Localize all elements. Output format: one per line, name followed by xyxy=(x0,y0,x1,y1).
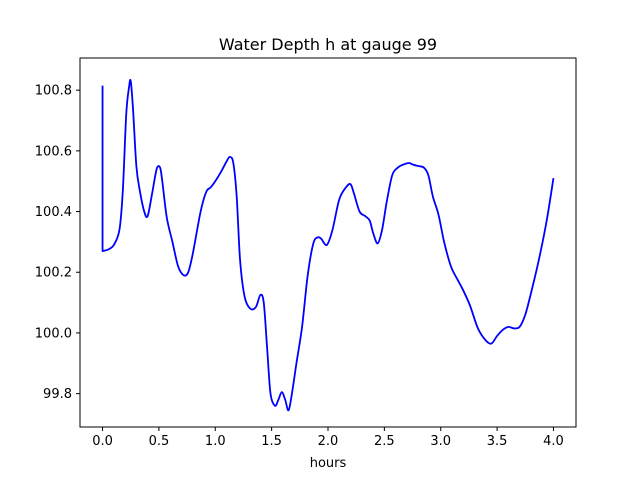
x-tick-label: 2.5 xyxy=(374,434,395,449)
x-tick-label: 2.0 xyxy=(318,434,339,449)
x-tick-label: 3.5 xyxy=(487,434,508,449)
y-tick-label: 100.6 xyxy=(35,144,72,159)
x-tick-label: 0.0 xyxy=(92,434,113,449)
x-axis-label: hours xyxy=(310,456,347,471)
x-tick-label: 3.0 xyxy=(430,434,451,449)
x-tick-label: 4.0 xyxy=(543,434,564,449)
y-tick-label: 99.8 xyxy=(43,387,72,402)
x-tick-label: 1.5 xyxy=(261,434,282,449)
x-axis: 0.0 0.5 1.0 1.5 2.0 2.5 3.0 3.5 4.0 xyxy=(92,427,564,449)
y-axis: 99.8 100.0 100.2 100.4 100.6 100.8 xyxy=(35,84,80,402)
x-tick-label: 1.0 xyxy=(205,434,226,449)
y-tick-label: 100.2 xyxy=(35,266,72,281)
y-tick-label: 100.0 xyxy=(35,326,72,341)
plot-area xyxy=(79,57,577,428)
y-tick-label: 100.8 xyxy=(35,84,72,99)
series-line-0 xyxy=(101,78,555,412)
y-tick-label: 100.4 xyxy=(35,205,72,220)
x-tick-label: 0.5 xyxy=(149,434,170,449)
chart-title: Water Depth h at gauge 99 xyxy=(219,35,437,54)
